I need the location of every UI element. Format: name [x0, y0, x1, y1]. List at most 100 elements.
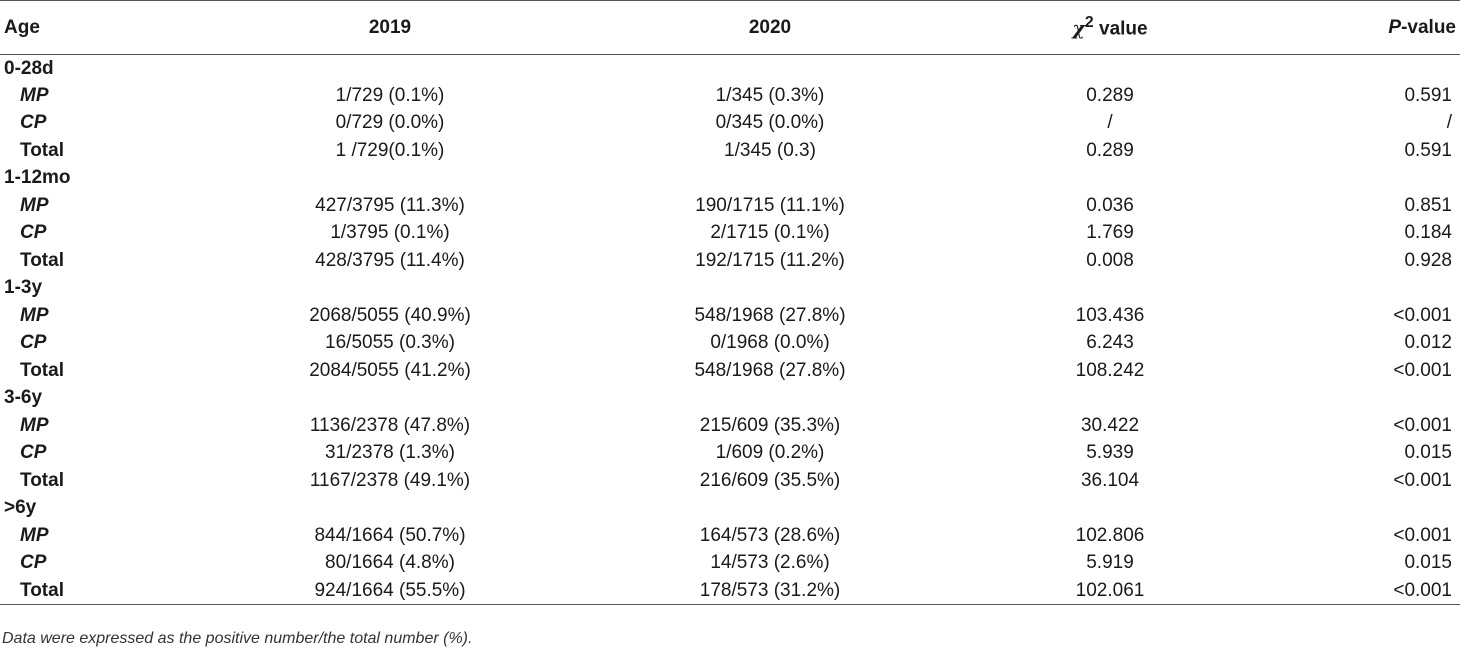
cell-2020	[580, 165, 960, 193]
cell-p-value: 0.184	[1404, 222, 1452, 244]
table-footnote: Data were expressed as the positive numb…	[2, 630, 473, 647]
cell-p-value: <0.001	[1393, 304, 1452, 326]
cell-2019: 428/3795 (11.4%)	[315, 249, 465, 271]
cell-2020: 164/573 (28.6%)	[699, 524, 841, 546]
header-2020: 2020	[580, 0, 960, 55]
table-row: MP 2068/5055 (40.9%) 548/1968 (27.8%) 103.4…	[0, 302, 1460, 330]
cell-chi-square: 0.008	[1086, 249, 1134, 271]
cell-chi-square: 1.769	[1086, 222, 1134, 244]
table-row: MP 1136/2378 (47.8%) 215/609 (35.3%) 30.422…	[0, 412, 1460, 440]
cell-2019	[200, 55, 580, 83]
cell-chi-square: 102.806	[1075, 524, 1145, 546]
header-2019: 2019	[200, 0, 580, 55]
row-label: MP	[20, 84, 49, 106]
cell-2020: 178/573 (31.2%)	[580, 577, 960, 605]
row-label: MP	[20, 194, 49, 216]
row-label: Total	[20, 469, 64, 491]
row-label: CP	[20, 222, 47, 244]
row-label: Total	[20, 249, 64, 271]
cell-2019: 1/3795 (0.1%)	[330, 222, 450, 244]
row-label: MP	[20, 414, 49, 436]
cell-p-value: /	[1446, 112, 1452, 134]
table-row: Total 1 /729(0.1%) 1/345 (0.3) 0.289 0.591	[0, 137, 1460, 165]
cell-2019: 1167/2378 (49.1%)	[309, 469, 471, 491]
table-row: CP 80/1664 (4.8%) 14/573 (2.6%) 5.919 0.015	[0, 550, 1460, 578]
cell-2020: 215/609 (35.3%)	[699, 414, 841, 436]
cell-2020: 192/1715 (11.2%)	[695, 249, 845, 271]
header-age: Age	[0, 0, 200, 55]
cell-chi-square	[960, 55, 1260, 83]
group-row: 1-12mo	[0, 165, 1460, 193]
cell-2019	[200, 385, 580, 413]
cell-2019: 2068/5055 (40.9%)	[309, 304, 471, 326]
cell-2019: 924/1664 (55.5%)	[200, 577, 580, 605]
row-label: 3-6y	[4, 387, 43, 409]
cell-2020: 548/1968 (27.8%)	[694, 304, 846, 326]
table-row: MP 844/1664 (50.7%) 164/573 (28.6%) 102.806…	[0, 522, 1460, 550]
chi-superscript: 2	[1084, 14, 1094, 32]
row-label: CP	[20, 552, 47, 574]
cell-2020: 14/573 (2.6%)	[710, 552, 830, 574]
cell-chi-square: 5.939	[1086, 442, 1134, 464]
table-row: CP 31/2378 (1.3%) 1/609 (0.2%) 5.939 0.015	[0, 440, 1460, 468]
cell-2019: 16/5055 (0.3%)	[325, 332, 455, 354]
table-row: Total 924/1664 (55.5%) 178/573 (31.2%) 102.…	[0, 577, 1460, 605]
header-p-value: P-value	[1260, 0, 1460, 55]
cell-p-value: 0.591	[1404, 139, 1452, 161]
cell-2019	[200, 165, 580, 193]
table-row: Total 428/3795 (11.4%) 192/1715 (11.2%) 0.0…	[0, 247, 1460, 275]
cell-p-value: <0.001	[1393, 469, 1452, 491]
cell-chi-square: 108.242	[1075, 359, 1145, 381]
cell-2020: 190/1715 (11.1%)	[695, 194, 845, 216]
header-row: Age 2019 2020 χ2 value P-value	[0, 0, 1460, 55]
cell-p-value: 0.591	[1404, 84, 1452, 106]
cell-2019: 1136/2378 (47.8%)	[309, 414, 471, 436]
cell-2019: 80/1664 (4.8%)	[325, 552, 455, 574]
cell-chi-square: 30.422	[1080, 414, 1140, 436]
row-label: CP	[20, 332, 47, 354]
cell-p-value: 0.015	[1404, 552, 1452, 574]
row-label: Total	[0, 577, 200, 605]
cell-p-value	[1260, 55, 1460, 83]
cell-p-value: <0.001	[1260, 577, 1460, 605]
table-row: CP 1/3795 (0.1%) 2/1715 (0.1%) 1.769 0.184	[0, 220, 1460, 248]
group-row: 1-3y	[0, 275, 1460, 303]
cell-chi-square: 102.061	[960, 577, 1260, 605]
cell-chi-square	[960, 275, 1260, 303]
cell-2020: 0/345 (0.0%)	[715, 112, 825, 134]
cell-chi-square	[960, 385, 1260, 413]
table-header: Age 2019 2020 χ2 value P-value	[0, 0, 1460, 55]
p-italic: P	[1388, 16, 1402, 38]
row-label: Total	[20, 139, 64, 161]
cell-p-value: <0.001	[1393, 524, 1452, 546]
cell-p-value: 0.012	[1404, 332, 1452, 354]
group-row: 3-6y	[0, 385, 1460, 413]
table-row: CP 16/5055 (0.3%) 0/1968 (0.0%) 6.243 0.012	[0, 330, 1460, 358]
row-label: 1-3y	[4, 277, 43, 299]
row-label: MP	[20, 304, 49, 326]
table-row: CP 0/729 (0.0%) 0/345 (0.0%) / /	[0, 110, 1460, 138]
row-label: CP	[20, 442, 47, 464]
cell-2020	[580, 385, 960, 413]
row-label: 1-12mo	[4, 167, 71, 189]
cell-chi-square: 36.104	[1080, 469, 1140, 491]
cell-p-value	[1260, 275, 1460, 303]
cell-2019: 844/1664 (50.7%)	[314, 524, 466, 546]
cell-2019	[200, 275, 580, 303]
cell-p-value: <0.001	[1393, 414, 1452, 436]
results-table: Age 2019 2020 χ2 value P-value 0-28d MP 1/…	[0, 0, 1460, 605]
cell-2020	[580, 55, 960, 83]
cell-2019: 0/729 (0.0%)	[335, 112, 445, 134]
cell-p-value	[1260, 385, 1460, 413]
cell-2020: 1/345 (0.3)	[724, 139, 816, 161]
header-chi-square: χ2 value	[960, 0, 1260, 55]
cell-2019: 427/3795 (11.3%)	[315, 194, 465, 216]
cell-2019	[200, 495, 580, 523]
cell-chi-square: 0.289	[1086, 139, 1134, 161]
table-row: MP 1/729 (0.1%) 1/345 (0.3%) 0.289 0.591	[0, 82, 1460, 110]
cell-p-value	[1260, 165, 1460, 193]
cell-chi-square: /	[1107, 112, 1113, 134]
table-row: MP 427/3795 (11.3%) 190/1715 (11.1%) 0.036 0…	[0, 192, 1460, 220]
row-label: Total	[20, 359, 64, 381]
cell-2020: 1/345 (0.3%)	[715, 84, 825, 106]
